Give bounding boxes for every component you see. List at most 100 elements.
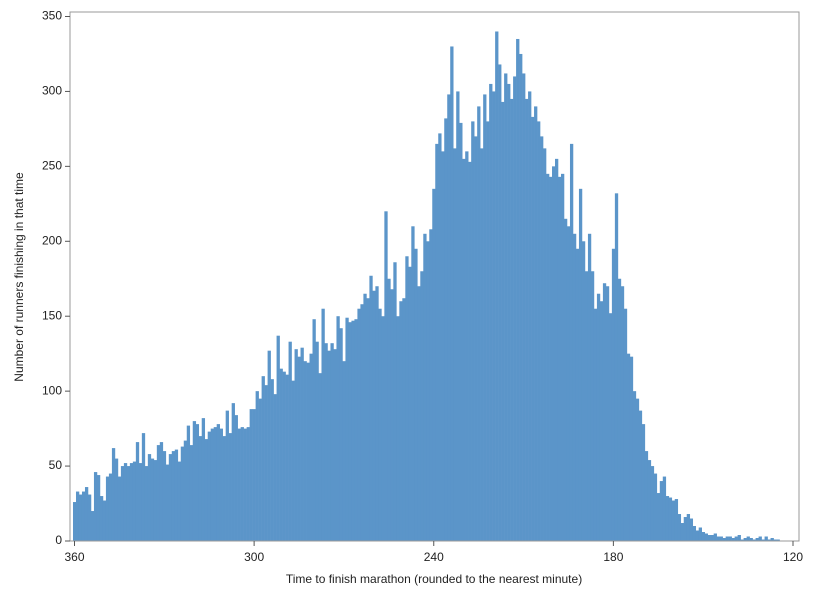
bar: [426, 241, 430, 542]
bar: [423, 233, 427, 541]
bar: [656, 493, 661, 541]
plot-frame: [69, 11, 800, 542]
bar: [201, 418, 206, 541]
bar: [261, 376, 265, 541]
bar: [593, 308, 598, 541]
bar: [252, 409, 256, 541]
bar: [204, 439, 209, 541]
bar: [650, 466, 655, 541]
bar: [489, 83, 493, 542]
bar: [647, 460, 652, 541]
bar: [168, 454, 173, 541]
bar: [150, 458, 155, 541]
bar: [716, 536, 720, 541]
bar: [321, 308, 325, 541]
bar: [192, 421, 197, 541]
bar: [644, 451, 649, 541]
bar: [207, 431, 212, 541]
bar: [713, 533, 717, 541]
bar: [734, 536, 738, 541]
bar: [725, 536, 729, 541]
bar: [315, 341, 319, 541]
bar: [258, 398, 262, 541]
y-tick-label: 300: [42, 84, 62, 98]
bar: [237, 428, 241, 541]
bar: [617, 278, 622, 541]
bar: [474, 136, 478, 541]
bar: [459, 122, 463, 541]
bar: [501, 101, 505, 542]
bar: [126, 466, 131, 541]
bar: [153, 460, 158, 541]
bar: [435, 143, 439, 541]
bar: [387, 278, 391, 541]
bar: [519, 53, 523, 542]
bar: [510, 98, 514, 541]
bar: [87, 494, 92, 541]
bar: [719, 536, 723, 541]
bar: [165, 464, 170, 541]
bar: [234, 415, 238, 541]
bar: [96, 475, 101, 541]
bar: [599, 301, 604, 541]
bar: [123, 463, 128, 541]
bar: [728, 536, 732, 541]
x-tick-label: 180: [603, 550, 623, 564]
bar: [267, 350, 271, 541]
bar: [114, 458, 119, 541]
bar: [105, 476, 110, 541]
bar: [444, 118, 448, 541]
bar: [111, 448, 116, 541]
bar: [602, 283, 607, 541]
bar: [216, 424, 220, 541]
bar: [743, 538, 747, 541]
bar: [345, 317, 349, 541]
bar: [357, 308, 361, 541]
bar: [507, 83, 511, 542]
bar: [623, 308, 628, 541]
x-tick-label: 300: [244, 550, 264, 564]
bar: [297, 356, 301, 541]
bar: [273, 394, 277, 541]
bar: [396, 316, 400, 541]
bar: [635, 398, 640, 541]
bar: [471, 121, 475, 541]
bar: [770, 538, 774, 541]
bar: [486, 121, 490, 541]
bar: [276, 335, 280, 541]
x-tick-label: 240: [424, 550, 444, 564]
bar: [366, 298, 370, 541]
bar: [84, 487, 89, 541]
bar: [755, 538, 759, 541]
bar: [312, 319, 316, 541]
bar: [135, 442, 140, 541]
bar: [629, 356, 634, 541]
bar: [309, 353, 313, 541]
bar: [279, 368, 283, 541]
bar: [638, 410, 643, 541]
bar: [608, 313, 613, 541]
y-tick-label: 0: [55, 533, 62, 547]
bar: [504, 73, 508, 541]
bar: [749, 538, 753, 541]
bar: [668, 497, 673, 541]
x-tick-label: 360: [64, 550, 84, 564]
bar: [516, 38, 520, 542]
bar: [560, 173, 565, 541]
bar: [513, 76, 517, 542]
bar: [336, 316, 340, 541]
bar: [285, 374, 289, 541]
bar: [408, 266, 412, 541]
bar: [186, 425, 191, 541]
bar: [159, 442, 164, 541]
bar: [465, 151, 469, 541]
bar: [378, 308, 382, 541]
bar: [288, 341, 292, 541]
bar: [767, 539, 771, 541]
bar: [162, 451, 167, 541]
bar: [231, 403, 235, 541]
bar: [195, 424, 200, 541]
bar: [198, 436, 203, 541]
bar: [144, 466, 149, 541]
